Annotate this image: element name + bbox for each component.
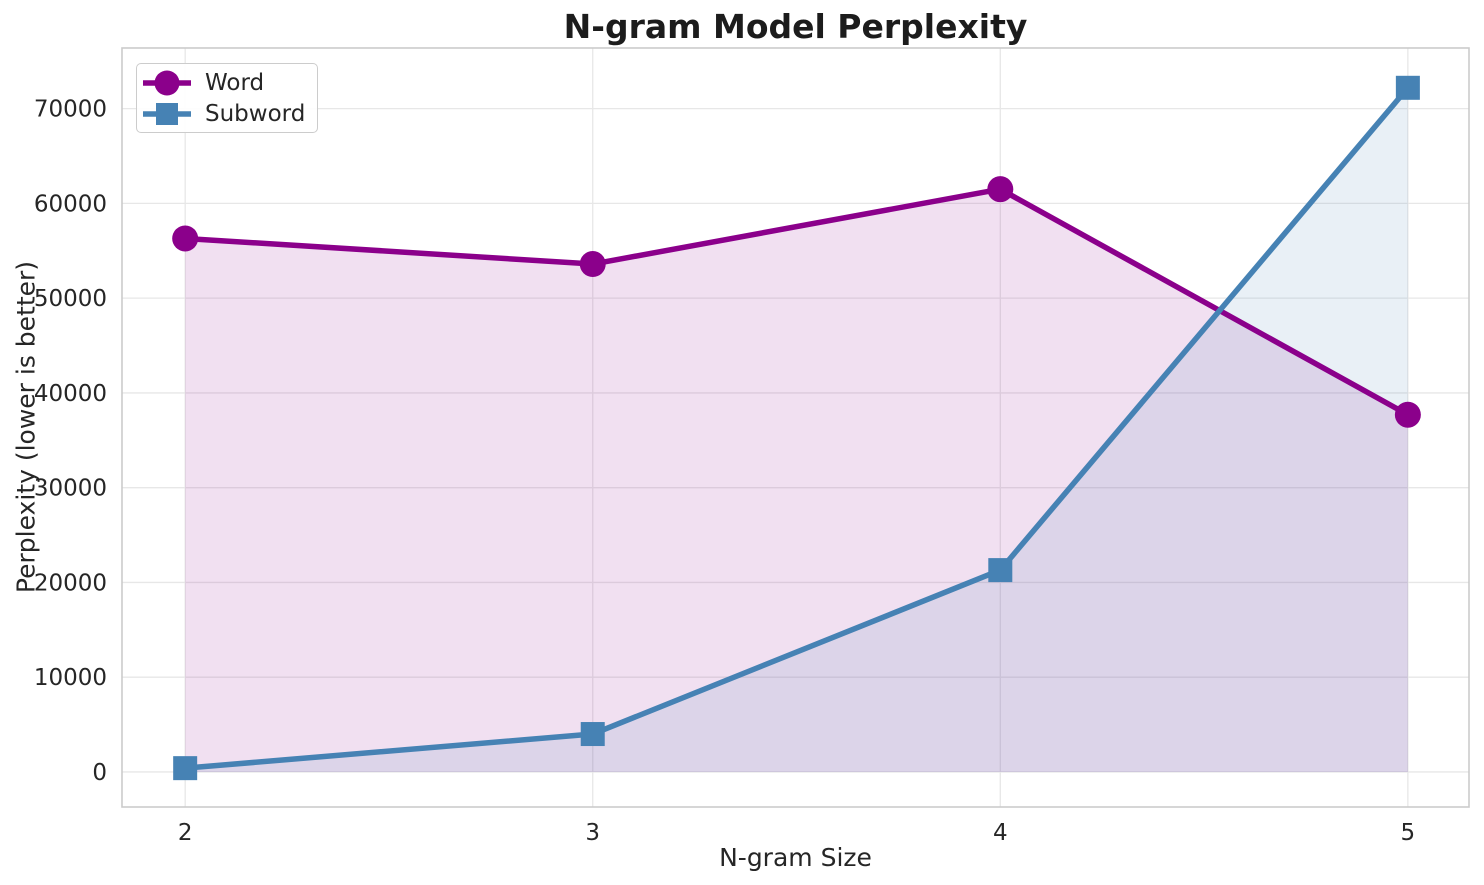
subword-marker bbox=[988, 558, 1013, 583]
y-tick-label: 40000 bbox=[34, 381, 107, 407]
y-axis-label: Perplexity (lower is better) bbox=[11, 260, 41, 594]
subword-marker bbox=[580, 722, 605, 747]
legend-label: Subword bbox=[205, 100, 306, 127]
word-marker bbox=[987, 176, 1014, 203]
subword-marker bbox=[1395, 75, 1420, 100]
y-tick-label: 70000 bbox=[34, 97, 107, 123]
legend-marker-sample bbox=[154, 70, 180, 95]
legend-item-word: Word bbox=[141, 67, 305, 98]
legend-marker-sample bbox=[156, 102, 178, 125]
y-tick-label: 0 bbox=[92, 760, 107, 786]
word-area-fill bbox=[185, 189, 1408, 772]
y-tick-label: 10000 bbox=[34, 665, 107, 691]
y-tick-label: 60000 bbox=[34, 191, 107, 217]
legend-item-subword: Subword bbox=[141, 98, 305, 129]
word-line bbox=[185, 186, 1410, 418]
word-marker bbox=[1394, 401, 1421, 428]
legend-label: Word bbox=[205, 69, 265, 96]
plot-frame bbox=[121, 47, 1470, 808]
subword-marker bbox=[173, 756, 198, 781]
word-marker bbox=[579, 251, 606, 278]
word-circle-marker-icon bbox=[143, 70, 191, 95]
x-tick-label: 5 bbox=[1401, 820, 1416, 846]
y-tick-label: 50000 bbox=[34, 286, 107, 312]
y-tick-label: 30000 bbox=[34, 476, 107, 502]
x-tick-label: 2 bbox=[178, 820, 193, 846]
word-marker bbox=[172, 225, 199, 252]
legend: Word Subword bbox=[136, 63, 319, 133]
x-axis-label: N-gram Size bbox=[719, 843, 872, 872]
subword-area-fill bbox=[185, 87, 1408, 772]
chart-title: N-gram Model Perplexity bbox=[563, 7, 1028, 46]
y-tick-label: 20000 bbox=[34, 570, 107, 596]
x-tick-label: 3 bbox=[585, 820, 600, 846]
subword-line bbox=[184, 86, 1410, 771]
x-tick-label: 4 bbox=[993, 820, 1008, 846]
subword-square-marker-icon bbox=[143, 102, 191, 125]
